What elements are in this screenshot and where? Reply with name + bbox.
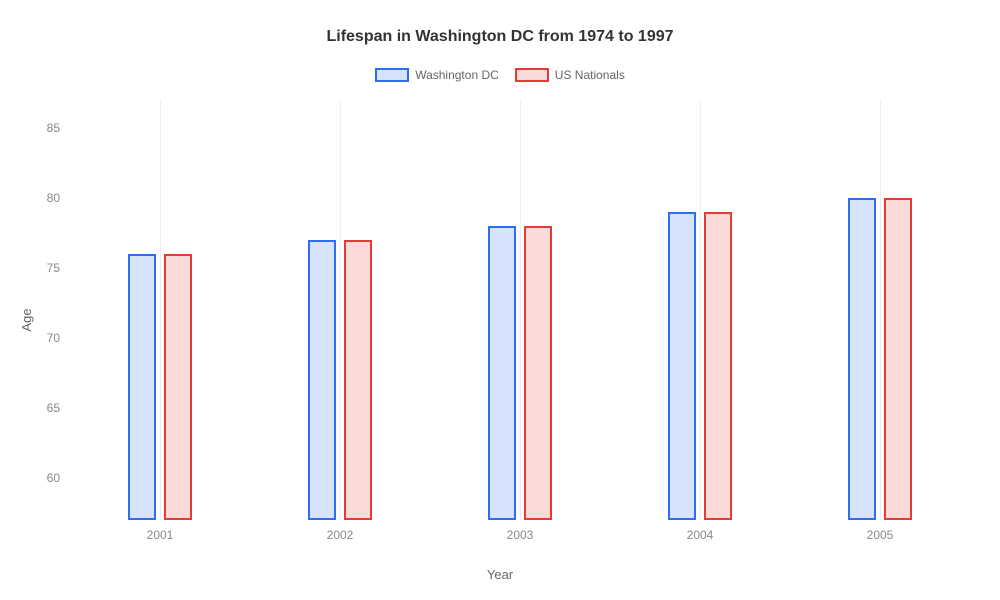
- bar-washington-dc-2002: [308, 240, 336, 520]
- bar-washington-dc-2004: [668, 212, 696, 520]
- bar-us-nationals-2001: [164, 254, 192, 520]
- bar-us-nationals-2003: [524, 226, 552, 520]
- plot-area: [70, 100, 970, 520]
- chart-title: Lifespan in Washington DC from 1974 to 1…: [0, 28, 1000, 46]
- y-tick-label: 60: [30, 471, 60, 485]
- x-tick-label: 2002: [327, 528, 354, 542]
- y-tick-label: 80: [30, 191, 60, 205]
- x-tick-label: 2001: [147, 528, 174, 542]
- y-tick-label: 75: [30, 261, 60, 275]
- y-tick-label: 70: [30, 331, 60, 345]
- legend-label-washington-dc: Washington DC: [415, 68, 499, 82]
- gridline-v: [340, 100, 341, 520]
- bar-washington-dc-2001: [128, 254, 156, 520]
- bar-us-nationals-2004: [704, 212, 732, 520]
- x-tick-label: 2004: [687, 528, 714, 542]
- gridline-v: [700, 100, 701, 520]
- gridline-v: [880, 100, 881, 520]
- legend-swatch-washington-dc: [375, 68, 409, 82]
- lifespan-chart: Lifespan in Washington DC from 1974 to 1…: [0, 0, 1000, 600]
- legend-item-us-nationals: US Nationals: [515, 68, 625, 82]
- bar-us-nationals-2002: [344, 240, 372, 520]
- x-tick-label: 2003: [507, 528, 534, 542]
- x-tick-label: 2005: [867, 528, 894, 542]
- bar-us-nationals-2005: [884, 198, 912, 520]
- bar-washington-dc-2005: [848, 198, 876, 520]
- legend-label-us-nationals: US Nationals: [555, 68, 625, 82]
- x-axis-label: Year: [0, 567, 1000, 582]
- y-tick-label: 65: [30, 401, 60, 415]
- legend-item-washington-dc: Washington DC: [375, 68, 499, 82]
- legend-swatch-us-nationals: [515, 68, 549, 82]
- legend: Washington DC US Nationals: [0, 68, 1000, 82]
- y-axis-label: Age: [19, 308, 34, 331]
- bar-washington-dc-2003: [488, 226, 516, 520]
- gridline-v: [520, 100, 521, 520]
- gridline-v: [160, 100, 161, 520]
- y-tick-label: 85: [30, 121, 60, 135]
